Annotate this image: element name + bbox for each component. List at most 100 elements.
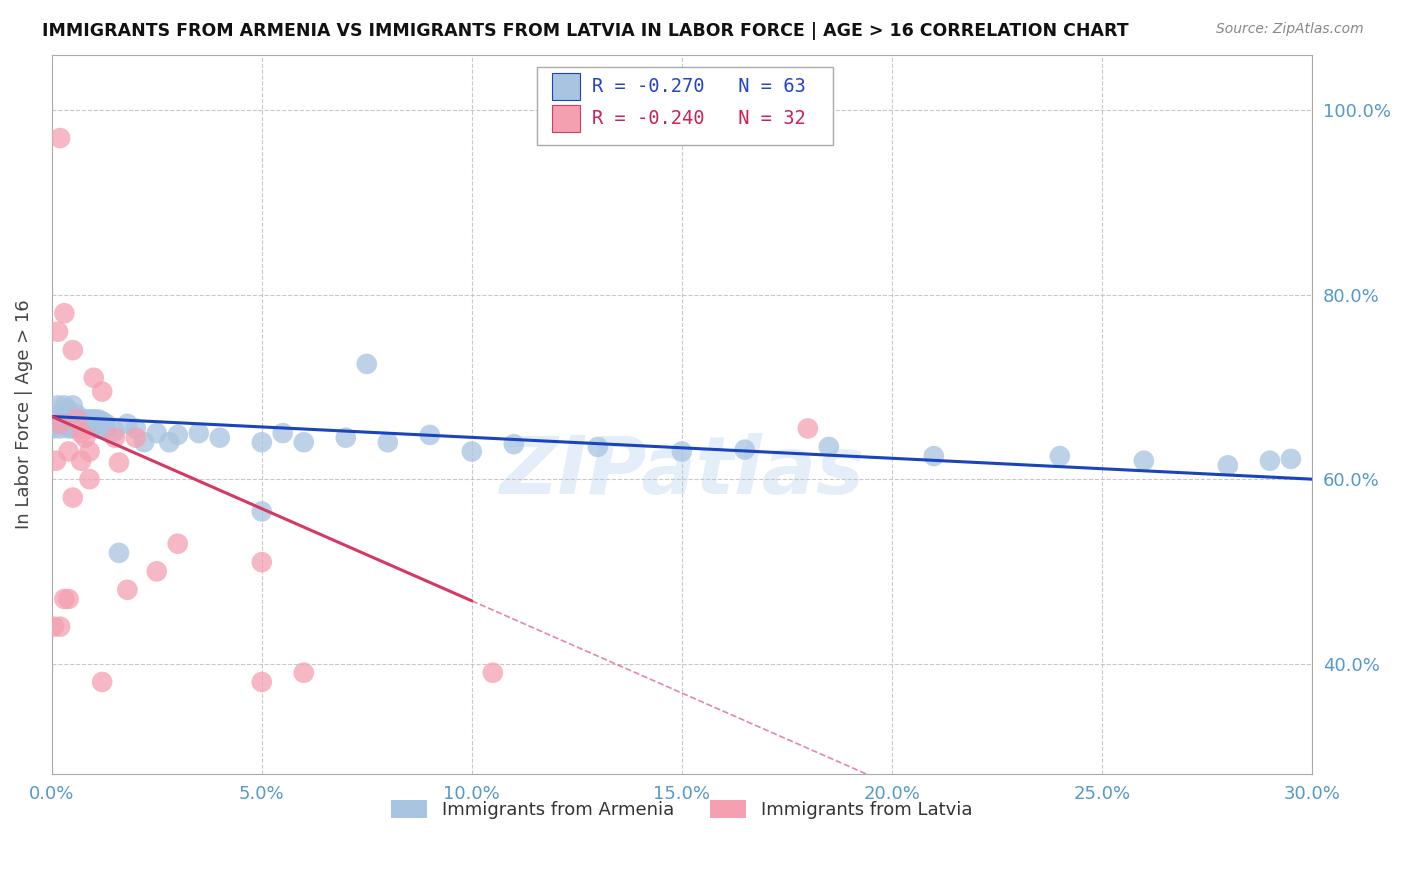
Point [79, 472, 101, 486]
Point [46, 399, 69, 413]
Point [62, 399, 84, 413]
Point [49, 417, 72, 431]
Point [250, 675, 273, 690]
Point [53, 408, 76, 422]
Point [208, 431, 231, 445]
Point [83, 371, 105, 385]
Point [91, 421, 114, 435]
Point [1279, 451, 1302, 466]
Point [104, 431, 127, 445]
Point [49, 408, 72, 422]
Point [96, 417, 118, 431]
Point [58, 403, 80, 417]
Point [1133, 454, 1156, 468]
Point [125, 431, 148, 445]
Point [922, 449, 945, 463]
Point [70, 417, 93, 431]
Point [46, 325, 69, 339]
Text: ZIPatlas: ZIPatlas [499, 434, 865, 511]
Point [62, 421, 84, 435]
Point [461, 444, 484, 458]
Text: Source: ZipAtlas.com: Source: ZipAtlas.com [1216, 22, 1364, 37]
Point [671, 444, 693, 458]
Point [108, 456, 131, 470]
Point [62, 491, 84, 505]
Point [62, 417, 84, 431]
Point [117, 417, 139, 431]
Point [53, 399, 76, 413]
Y-axis label: In Labor Force | Age > 16: In Labor Force | Age > 16 [15, 300, 32, 530]
Point [157, 435, 180, 450]
Point [87, 421, 110, 435]
Point [166, 537, 188, 551]
Bar [553, 73, 579, 101]
Point [797, 421, 820, 435]
Point [42, 421, 65, 435]
Point [91, 384, 114, 399]
Point [292, 435, 315, 450]
Point [134, 435, 156, 450]
Point [70, 412, 93, 426]
Point [42, 620, 65, 634]
Bar [553, 104, 579, 132]
Point [70, 454, 93, 468]
Point [91, 675, 114, 690]
Point [96, 421, 118, 435]
Point [87, 412, 110, 426]
Point [58, 592, 80, 607]
Point [49, 620, 72, 634]
Text: R = -0.240   N = 32: R = -0.240 N = 32 [592, 109, 806, 128]
Point [377, 435, 399, 450]
Point [66, 408, 89, 422]
Point [187, 426, 209, 441]
Point [817, 440, 839, 454]
Point [734, 442, 756, 457]
Point [117, 582, 139, 597]
Point [49, 131, 72, 145]
Point [1216, 458, 1239, 473]
Point [586, 440, 609, 454]
Point [481, 665, 503, 680]
Point [62, 343, 84, 357]
FancyBboxPatch shape [537, 68, 832, 145]
Point [62, 412, 84, 426]
Legend: Immigrants from Armenia, Immigrants from Latvia: Immigrants from Armenia, Immigrants from… [384, 792, 980, 826]
Point [108, 546, 131, 560]
Point [53, 592, 76, 607]
Point [335, 431, 357, 445]
Point [66, 417, 89, 431]
Point [502, 437, 524, 451]
Point [83, 418, 105, 433]
Point [58, 421, 80, 435]
Point [58, 444, 80, 458]
Point [125, 421, 148, 435]
Text: IMMIGRANTS FROM ARMENIA VS IMMIGRANTS FROM LATVIA IN LABOR FORCE | AGE > 16 CORR: IMMIGRANTS FROM ARMENIA VS IMMIGRANTS FR… [42, 22, 1129, 40]
Point [166, 428, 188, 442]
Point [271, 426, 294, 441]
Point [49, 421, 72, 435]
Text: R = -0.270   N = 63: R = -0.270 N = 63 [592, 78, 806, 96]
Point [70, 426, 93, 441]
Point [53, 417, 76, 431]
Point [58, 412, 80, 426]
Point [66, 412, 89, 426]
Point [250, 504, 273, 518]
Point [79, 444, 101, 458]
Point [75, 431, 97, 445]
Point [1049, 449, 1071, 463]
Point [419, 428, 441, 442]
Point [75, 417, 97, 431]
Point [75, 412, 97, 426]
Point [83, 412, 105, 426]
Point [66, 412, 89, 426]
Point [79, 417, 101, 431]
Point [250, 435, 273, 450]
Point [51, 412, 73, 426]
Point [53, 306, 76, 320]
Point [145, 426, 167, 441]
Point [1258, 454, 1281, 468]
Point [104, 424, 127, 438]
Point [45, 417, 67, 431]
Point [250, 555, 273, 569]
Point [356, 357, 378, 371]
